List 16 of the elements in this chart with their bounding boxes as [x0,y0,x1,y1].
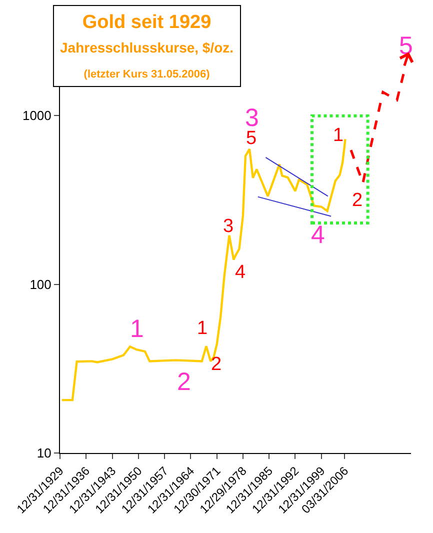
annotation: 1 [197,318,208,339]
chart-title: Gold seit 1929 [82,12,212,33]
annotation: 2 [177,368,191,396]
annotation: 2 [211,354,222,375]
y-tick-label: 1000 [22,108,52,124]
annotation: 2 [352,190,363,211]
annotation: 3 [223,216,234,237]
annotation: 4 [311,221,325,249]
text: Jahresschlusskurse, $/oz. [60,40,234,56]
annotation: (letzter Kurs 31.05.2006) [84,68,210,80]
annotation: 4 [235,262,246,283]
annotation: 1 [130,315,144,343]
annotation: 5 [399,32,413,60]
annotation: 1 [333,125,344,146]
y-tick-label: 100 [30,276,52,292]
y-tick-label: 10 [36,446,52,461]
